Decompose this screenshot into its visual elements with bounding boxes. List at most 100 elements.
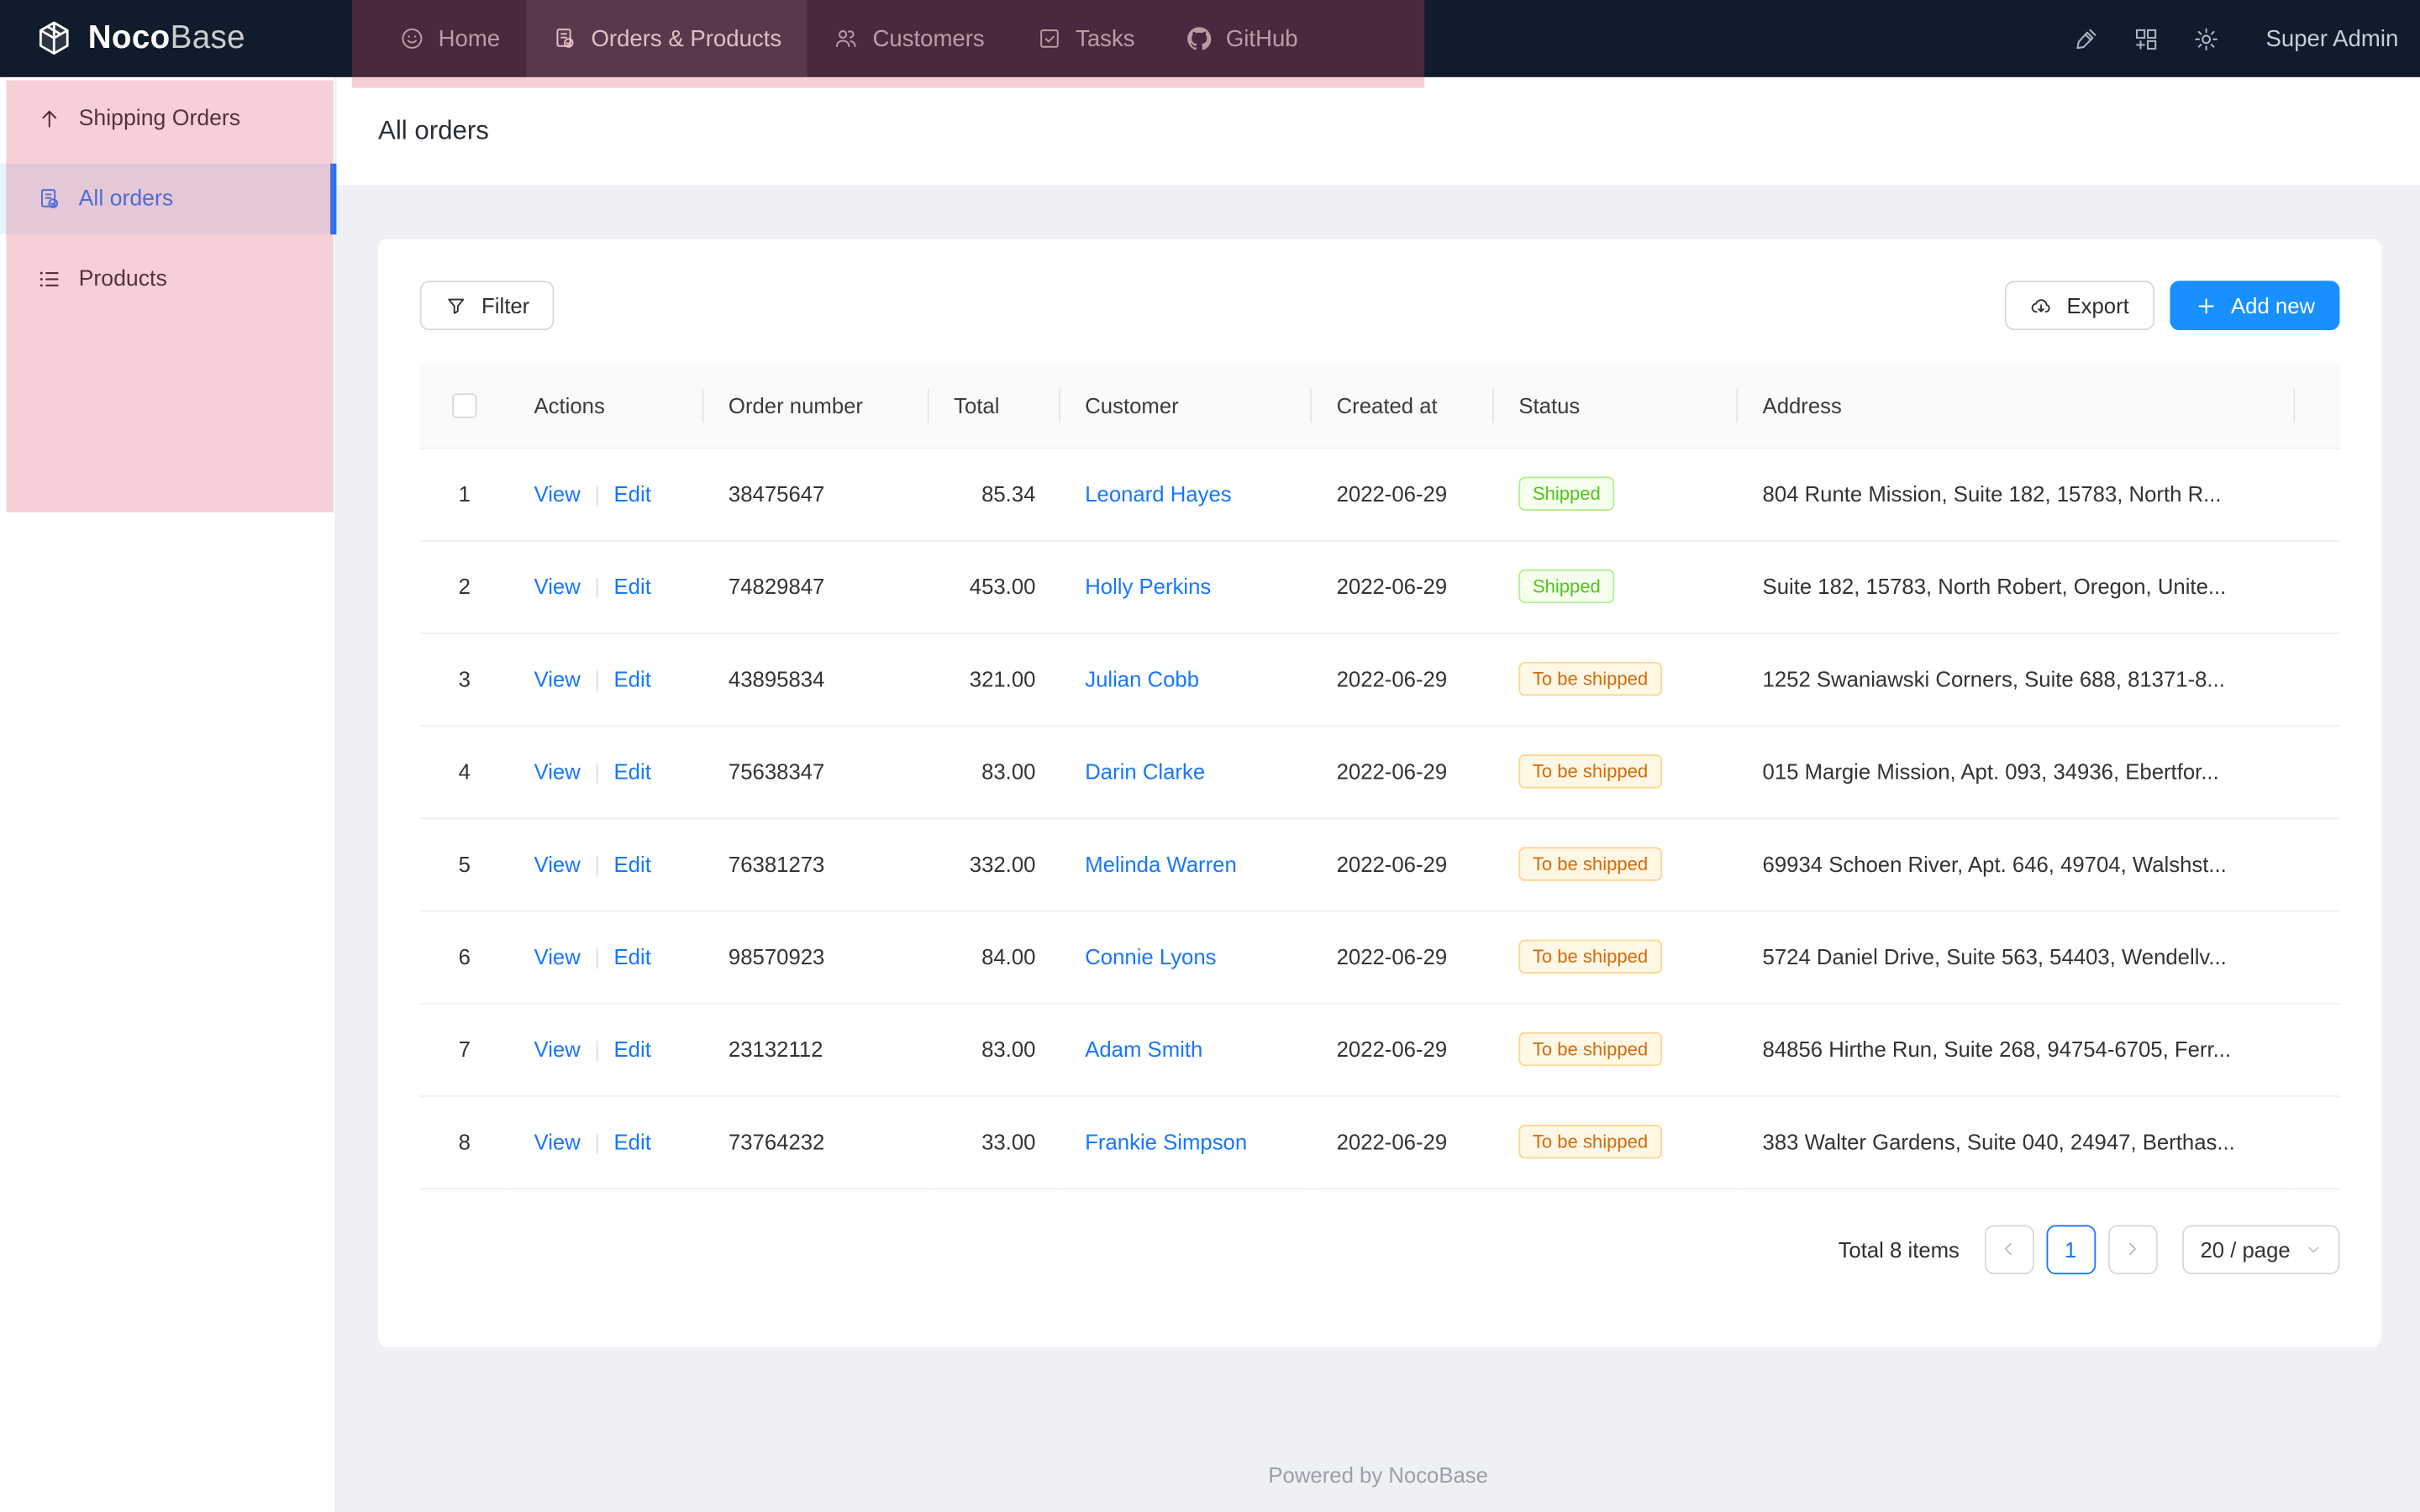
order-total: 83.00 <box>929 1002 1060 1096</box>
customer-link[interactable]: Holly Perkins <box>1085 574 1212 599</box>
order-number: 75638347 <box>703 725 929 819</box>
nav-item-orders-products[interactable]: Orders & Products <box>526 0 808 77</box>
table-toolbar: Filter Export Add new <box>378 239 2381 331</box>
nav-item-home[interactable]: Home <box>373 0 526 77</box>
view-link[interactable]: View <box>534 851 581 877</box>
add-new-button[interactable]: Add new <box>2169 281 2340 331</box>
pagination-next-button[interactable] <box>2107 1224 2158 1274</box>
status-badge: Shipped <box>1518 476 1615 511</box>
edit-link[interactable]: Edit <box>613 481 651 507</box>
customer-cell: Leonard Hayes <box>1060 447 1313 541</box>
status-cell: To be shipped <box>1493 1095 1739 1189</box>
address: 383 Walter Gardens, Suite 040, 24947, Be… <box>1738 1095 2296 1189</box>
chevron-right-icon <box>2129 1242 2137 1255</box>
row-actions: View | Edit <box>509 539 704 633</box>
view-link[interactable]: View <box>534 481 581 507</box>
edit-link[interactable]: Edit <box>613 1037 651 1062</box>
export-button[interactable]: Export <box>2004 281 2154 331</box>
edit-link[interactable]: Edit <box>613 851 651 877</box>
status-cell: To be shipped <box>1493 910 1739 1004</box>
customer-link[interactable]: Leonard Hayes <box>1085 481 1232 507</box>
created-at: 2022-06-29 <box>1312 725 1494 819</box>
address: 804 Runte Mission, Suite 182, 15783, Nor… <box>1738 447 2296 541</box>
action-divider: | <box>594 1129 601 1154</box>
customer-link[interactable]: Connie Lyons <box>1085 944 1217 969</box>
status-badge: Shipped <box>1518 569 1615 604</box>
created-at: 2022-06-29 <box>1312 1002 1494 1096</box>
view-link[interactable]: View <box>534 574 581 599</box>
row-index: 2 <box>419 539 510 633</box>
view-link[interactable]: View <box>534 666 581 691</box>
customer-link[interactable]: Julian Cobb <box>1085 666 1200 691</box>
selected-indicator <box>330 163 337 235</box>
highlighter-icon[interactable] <box>2073 25 2099 51</box>
order-number: 73764232 <box>703 1095 929 1189</box>
status-badge: To be shipped <box>1518 661 1662 696</box>
customer-link[interactable]: Darin Clarke <box>1085 759 1206 785</box>
view-link[interactable]: View <box>534 944 581 969</box>
row-index: 4 <box>419 725 510 819</box>
customer-link[interactable]: Melinda Warren <box>1085 851 1237 877</box>
github-icon <box>1187 27 1212 50</box>
edit-link[interactable]: Edit <box>613 759 651 785</box>
nav-item-tasks[interactable]: Tasks <box>1011 0 1161 77</box>
created-at: 2022-06-29 <box>1312 1095 1494 1189</box>
sidebar-item-shipping-orders[interactable]: Shipping Orders <box>0 83 335 154</box>
edit-link[interactable]: Edit <box>613 666 651 691</box>
address: 69934 Schoen River, Apt. 646, 49704, Wal… <box>1738 817 2296 911</box>
column-header-order-number: Order number <box>703 364 929 449</box>
column-header-created-at: Created at <box>1312 364 1494 449</box>
address: 1252 Swaniawski Corners, Suite 688, 8137… <box>1738 633 2296 727</box>
column-header-total: Total <box>929 364 1060 449</box>
sidebar-item-all-orders[interactable]: All orders <box>0 163 337 235</box>
orders-table-card: Filter Export Add new <box>377 239 2382 1347</box>
customer-link[interactable]: Adam Smith <box>1085 1037 1203 1062</box>
edit-link[interactable]: Edit <box>613 574 651 599</box>
view-link[interactable]: View <box>534 759 581 785</box>
page-header: All orders <box>336 76 2420 186</box>
table-row: 4 View | Edit 75638347 83.00 Darin Clarke … <box>419 725 2340 819</box>
pagination: Total 8 items 1 20 / page <box>420 1224 2340 1274</box>
created-at: 2022-06-29 <box>1312 910 1494 1004</box>
blocks-add-icon[interactable] <box>2133 25 2160 51</box>
plus-icon <box>2197 297 2213 313</box>
page-size-select[interactable]: 20 / page <box>2181 1224 2340 1274</box>
brand-logo[interactable]: NocoBase <box>0 0 352 77</box>
list-icon <box>39 271 60 287</box>
filter-button[interactable]: Filter <box>419 281 555 331</box>
check-square-icon <box>1040 29 1059 48</box>
pagination-prev-button[interactable] <box>1984 1224 2034 1274</box>
select-all-checkbox[interactable] <box>452 392 477 418</box>
address: 015 Margie Mission, Apt. 093, 34936, Ebe… <box>1738 725 2296 819</box>
table-row: 8 View | Edit 73764232 33.00 Frankie Simps… <box>419 1095 2340 1189</box>
row-actions: View | Edit <box>509 817 704 911</box>
row-actions: View | Edit <box>509 1095 704 1189</box>
pagination-page-1[interactable]: 1 <box>2045 1224 2096 1274</box>
view-link[interactable]: View <box>534 1129 581 1154</box>
action-divider: | <box>594 944 601 969</box>
edit-link[interactable]: Edit <box>613 944 651 969</box>
gear-icon[interactable] <box>2193 25 2219 51</box>
column-header-address: Address <box>1738 364 2296 449</box>
row-actions: View | Edit <box>509 633 704 727</box>
action-divider: | <box>594 666 601 691</box>
user-menu[interactable]: Super Admin <box>2265 25 2399 52</box>
order-number: 76381273 <box>703 817 929 911</box>
customer-cell: Darin Clarke <box>1060 725 1313 819</box>
nav-item-customers[interactable]: Customers <box>808 0 1011 77</box>
nav-item-github[interactable]: GitHub <box>1161 0 1324 77</box>
status-badge: To be shipped <box>1518 1032 1662 1067</box>
arrow-up-icon <box>42 110 57 128</box>
order-number: 98570923 <box>703 910 929 1004</box>
customer-link[interactable]: Frankie Simpson <box>1085 1129 1248 1154</box>
order-total: 33.00 <box>929 1095 1060 1189</box>
edit-link[interactable]: Edit <box>613 1129 651 1154</box>
action-divider: | <box>594 851 601 877</box>
sidebar-item-products[interactable]: Products <box>0 244 335 314</box>
view-link[interactable]: View <box>534 1037 581 1062</box>
action-divider: | <box>594 759 601 785</box>
action-divider: | <box>594 574 601 599</box>
customer-cell: Holly Perkins <box>1060 539 1313 633</box>
table-row: 2 View | Edit 74829847 453.00 Holly Perkin… <box>419 539 2340 633</box>
customer-cell: Connie Lyons <box>1060 910 1313 1004</box>
